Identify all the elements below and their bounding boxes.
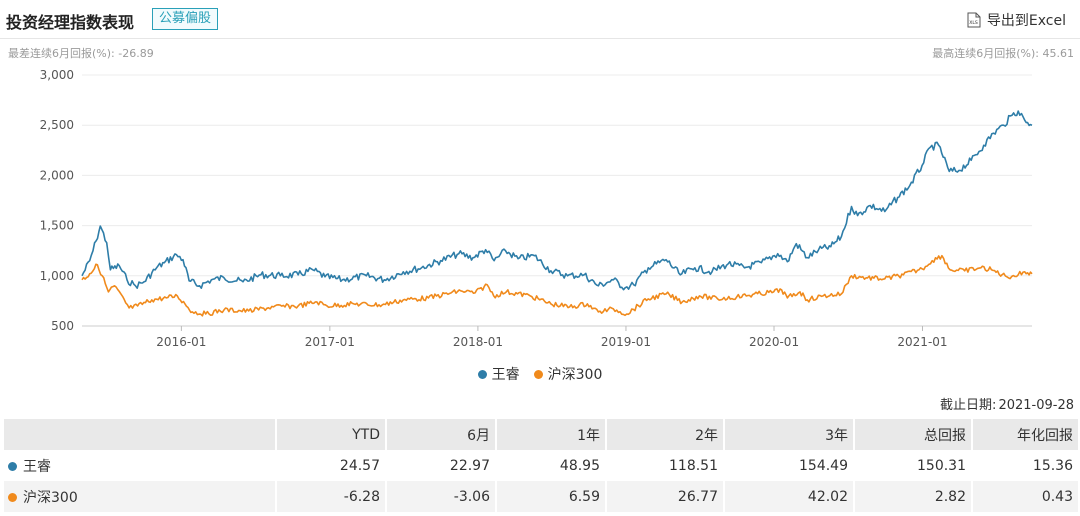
table-cell: 48.95	[496, 450, 607, 481]
excel-file-icon: XLS	[967, 12, 981, 28]
returns-table: YTD 6月 1年 2年 3年 总回报 年化回报 王睿 24.57 22.97 …	[4, 419, 1078, 512]
as-of-date: 截止日期: 2021-09-28	[938, 394, 1074, 413]
as-of-label: 截止日期:	[940, 398, 997, 413]
table-cell: 15.36	[972, 450, 1078, 481]
legend-dot-icon	[533, 369, 543, 379]
best-6m-return: 最高连续6月回报(%): 45.61	[932, 45, 1074, 61]
legend-label: 沪深300	[547, 367, 603, 383]
legend-dot-icon	[477, 369, 487, 379]
table-cell: 154.49	[724, 450, 855, 481]
table-row: 王睿 24.57 22.97 48.95 118.51 154.49 150.3…	[4, 450, 1078, 481]
x-tick-label: 2018-01	[453, 335, 503, 349]
worst-6m-return: 最差连续6月回报(%): -26.89	[8, 45, 154, 61]
series-line-wangrui	[81, 110, 1033, 291]
best-6m-label: 最高连续6月回报(%):	[932, 47, 1039, 60]
table-cell: 24.57	[276, 450, 387, 481]
table-header-cell[interactable]: 年化回报	[972, 419, 1078, 450]
table-row: 沪深300 -6.28 -3.06 6.59 26.77 42.02 2.82 …	[4, 481, 1078, 512]
legend-item-hs300[interactable]: 沪深300	[533, 364, 603, 384]
table-cell: 6.59	[496, 481, 607, 512]
series-dot-icon	[8, 461, 17, 471]
x-tick-label: 2020-01	[749, 335, 799, 349]
export-label: 导出到Excel	[986, 13, 1066, 29]
y-tick-label: 2,500	[40, 118, 74, 132]
header-bar: 投资经理指数表现 公募偏股 XLS 导出到Excel	[0, 0, 1080, 39]
y-tick-label: 1,000	[40, 269, 74, 283]
row-name-cell: 沪深300	[4, 481, 277, 512]
table-cell: 0.43	[972, 481, 1078, 512]
svg-text:XLS: XLS	[969, 20, 978, 26]
table-cell: -3.06	[386, 481, 497, 512]
x-tick-label: 2021-01	[897, 335, 947, 349]
row-name: 王睿	[23, 458, 51, 475]
table-cell: 22.97	[386, 450, 497, 481]
row-name-cell: 王睿	[4, 450, 277, 481]
category-tag[interactable]: 公募偏股	[152, 8, 219, 30]
table-header-cell[interactable]: 2年	[606, 419, 725, 450]
table-header-cell[interactable]: 总回报	[854, 419, 973, 450]
chart-legend: 王睿 沪深300	[0, 364, 1080, 384]
table-header-cell	[4, 419, 277, 450]
table-cell: 150.31	[854, 450, 973, 481]
performance-line-chart[interactable]: 500 1,000 1,500 2,000 2,500 3,000 2016-01 2017-…	[0, 58, 1080, 358]
y-tick-label: 3,000	[40, 68, 74, 82]
table-header-row: YTD 6月 1年 2年 3年 总回报 年化回报	[4, 419, 1078, 450]
table-header-cell[interactable]: 1年	[496, 419, 607, 450]
table-header-cell[interactable]: 3年	[724, 419, 855, 450]
y-tick-label: 500	[51, 319, 74, 333]
x-tick-label: 2017-01	[305, 335, 355, 349]
y-tick-label: 2,000	[40, 168, 74, 182]
export-excel-button[interactable]: XLS 导出到Excel	[967, 10, 1066, 30]
y-tick-label: 1,500	[40, 219, 74, 233]
table-cell: 26.77	[606, 481, 725, 512]
best-6m-value: 45.61	[1042, 47, 1075, 60]
x-tick-label: 2019-01	[601, 335, 651, 349]
series-line-hs300	[81, 254, 1033, 317]
page-title: 投资经理指数表现	[6, 13, 135, 32]
table-cell: 42.02	[724, 481, 855, 512]
series-dot-icon	[8, 492, 17, 502]
worst-6m-value: -26.89	[118, 47, 154, 60]
table-cell: -6.28	[276, 481, 387, 512]
legend-item-wangrui[interactable]: 王睿	[477, 364, 520, 384]
row-name: 沪深300	[23, 489, 78, 506]
table-header-cell[interactable]: YTD	[276, 419, 387, 450]
table-cell: 2.82	[854, 481, 973, 512]
worst-6m-label: 最差连续6月回报(%):	[8, 47, 115, 60]
table-header-cell[interactable]: 6月	[386, 419, 497, 450]
table-cell: 118.51	[606, 450, 725, 481]
legend-label: 王睿	[491, 367, 520, 383]
as-of-value: 2021-09-28	[998, 398, 1074, 413]
x-tick-label: 2016-01	[156, 335, 206, 349]
